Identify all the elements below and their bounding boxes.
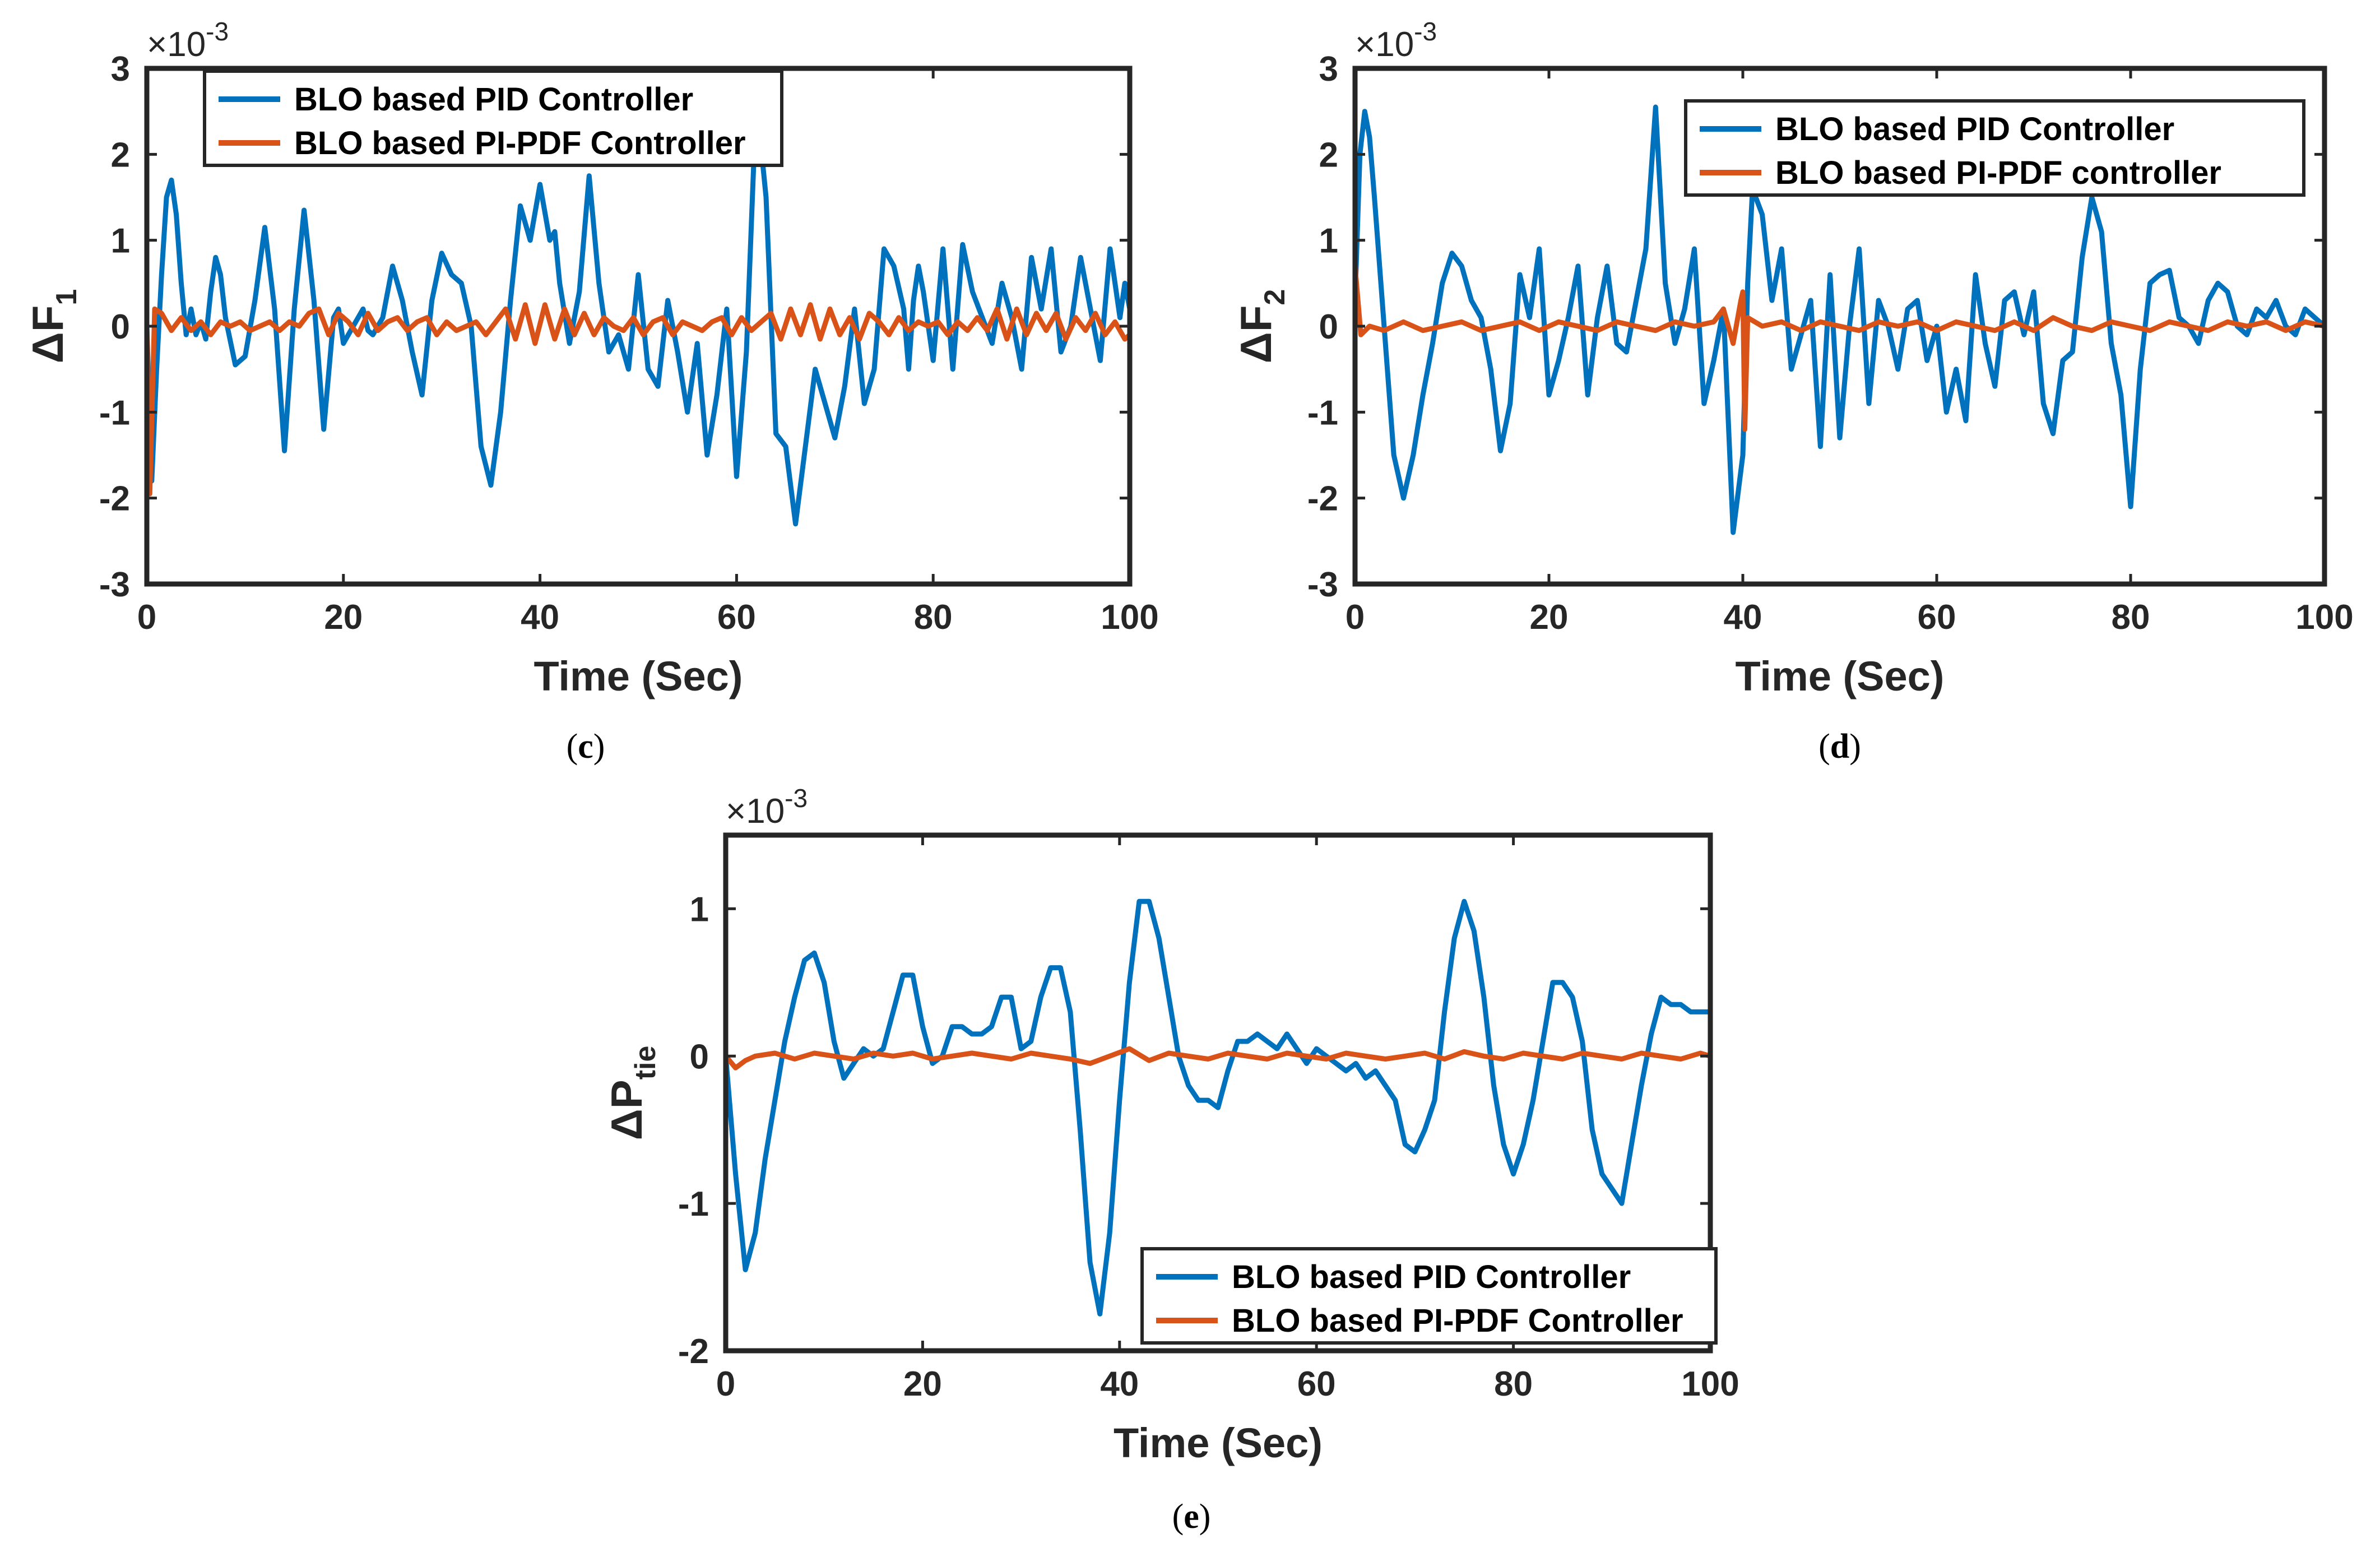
caption-letter: e — [1184, 1498, 1199, 1536]
axis-multiplier-exponent: -3 — [1414, 17, 1437, 46]
axis-multiplier-base: ×10 — [1355, 25, 1414, 64]
caption-open-paren: ( — [567, 728, 578, 766]
axis-multiplier-exponent: -3 — [206, 17, 229, 46]
axis-multiplier-exponent: -3 — [785, 784, 808, 813]
y-axis-label-main: ΔP — [602, 1079, 651, 1140]
x-axis-label: Time (Sec) — [1736, 653, 1945, 699]
x-tick-label: 80 — [2112, 598, 2150, 637]
x-tick-label: 20 — [903, 1365, 942, 1403]
x-tick-label: 100 — [2295, 598, 2353, 637]
x-tick-label: 100 — [1681, 1365, 1739, 1403]
y-axis-label-main: ΔF — [23, 305, 72, 364]
y-tick-label: 1 — [1319, 222, 1338, 261]
x-tick-label: 0 — [1346, 598, 1365, 637]
y-tick-label: -2 — [678, 1332, 709, 1371]
caption-close-paren: ) — [1199, 1498, 1211, 1536]
legend-entry-label: BLO based PID Controller — [1232, 1259, 1631, 1295]
y-tick-label: -3 — [99, 566, 130, 604]
y-tick-label: 3 — [1319, 50, 1338, 89]
legend-box — [203, 69, 783, 167]
caption-close-paren: ) — [593, 728, 605, 766]
series-line-pid — [1355, 104, 2325, 535]
x-tick-label: 60 — [1918, 598, 1956, 637]
series-line-pi-pdf — [726, 1046, 1710, 1071]
y-tick-label: -2 — [99, 480, 130, 518]
y-axis-label: ΔF1 — [23, 289, 83, 364]
y-tick-label: 1 — [111, 222, 130, 261]
series-line-pid — [147, 96, 1130, 527]
y-tick-label: 2 — [1319, 136, 1338, 174]
legend-entry-label: BLO based PID Controller — [294, 81, 693, 118]
y-tick-label: -1 — [678, 1185, 709, 1224]
axis-multiplier: ×10-3 — [147, 17, 229, 64]
x-axis-label: Time (Sec) — [1114, 1420, 1323, 1466]
x-tick-label: 60 — [717, 598, 756, 637]
x-tick-label: 0 — [137, 598, 156, 637]
x-tick-label: 60 — [1297, 1365, 1336, 1403]
legend: BLO based PID Controller BLO based PI-PDF… — [1140, 1247, 1718, 1345]
axes-frame — [723, 832, 1713, 1354]
y-tick-label: 2 — [111, 136, 130, 174]
axis-multiplier: ×10-3 — [1355, 17, 1437, 64]
panel-caption: (e) — [1172, 1498, 1211, 1536]
legend: BLO based PID Controller BLO based PI-PDF… — [1684, 99, 2305, 197]
y-axis-label-subscript: tie — [629, 1046, 662, 1080]
panel-caption: (d) — [1818, 728, 1861, 766]
x-tick-label: 40 — [1724, 598, 1762, 637]
y-tick-label: 0 — [1319, 308, 1338, 346]
panel-caption: (c) — [567, 728, 605, 766]
y-axis-label-subscript: 2 — [1259, 289, 1291, 305]
axis-multiplier-base: ×10 — [147, 25, 206, 64]
caption-open-paren: ( — [1172, 1498, 1184, 1536]
x-tick-label: 20 — [1530, 598, 1569, 637]
series-line-pid — [726, 898, 1710, 1317]
chart-panel-e: 0 20 40 60 80 100 -2 -1 0 1 ×10-3 Time (Sec) ΔPtie BL… — [602, 784, 1739, 1536]
y-tick-label: -1 — [1307, 393, 1338, 432]
series-line-pi-pdf — [147, 302, 1130, 497]
caption-letter: c — [578, 728, 593, 766]
x-tick-label: 0 — [716, 1365, 735, 1403]
legend-entry-label: BLO based PID Controller — [1775, 111, 2174, 147]
x-tick-label: 40 — [1100, 1365, 1139, 1403]
y-tick-label: 0 — [690, 1037, 709, 1076]
y-tick-label: -1 — [99, 393, 130, 432]
y-tick-label: 1 — [690, 890, 709, 929]
y-axis-label: ΔPtie — [602, 1046, 662, 1141]
series-line-pi-pdf — [1355, 263, 2325, 432]
legend: BLO based PID Controller BLO based PI-PDF… — [203, 69, 783, 167]
y-tick-label: 3 — [111, 50, 130, 89]
legend-entry-label: BLO based PI-PDF controller — [1775, 155, 2221, 191]
axis-multiplier: ×10-3 — [726, 784, 808, 831]
x-axis-label: Time (Sec) — [534, 653, 743, 699]
y-tick-label: -3 — [1307, 566, 1338, 604]
x-tick-label: 40 — [521, 598, 559, 637]
legend-entry-label: BLO based PI-PDF Controller — [1232, 1303, 1683, 1339]
legend-box — [1684, 99, 2305, 197]
y-tick-label: -2 — [1307, 480, 1338, 518]
y-axis-label: ΔF2 — [1231, 289, 1291, 364]
x-tick-label: 100 — [1101, 598, 1158, 637]
legend-box — [1140, 1247, 1718, 1345]
caption-letter: d — [1830, 728, 1849, 766]
x-tick-label: 20 — [324, 598, 363, 637]
legend-entry-label: BLO based PI-PDF Controller — [294, 125, 746, 161]
y-tick-label: 0 — [111, 308, 130, 346]
x-tick-label: 80 — [914, 598, 953, 637]
y-axis-label-subscript: 1 — [50, 289, 83, 305]
x-tick-label: 80 — [1494, 1365, 1533, 1403]
y-axis-label-main: ΔF — [1231, 305, 1281, 364]
caption-close-paren: ) — [1849, 728, 1861, 766]
axis-multiplier-base: ×10 — [726, 792, 785, 831]
caption-open-paren: ( — [1818, 728, 1830, 766]
